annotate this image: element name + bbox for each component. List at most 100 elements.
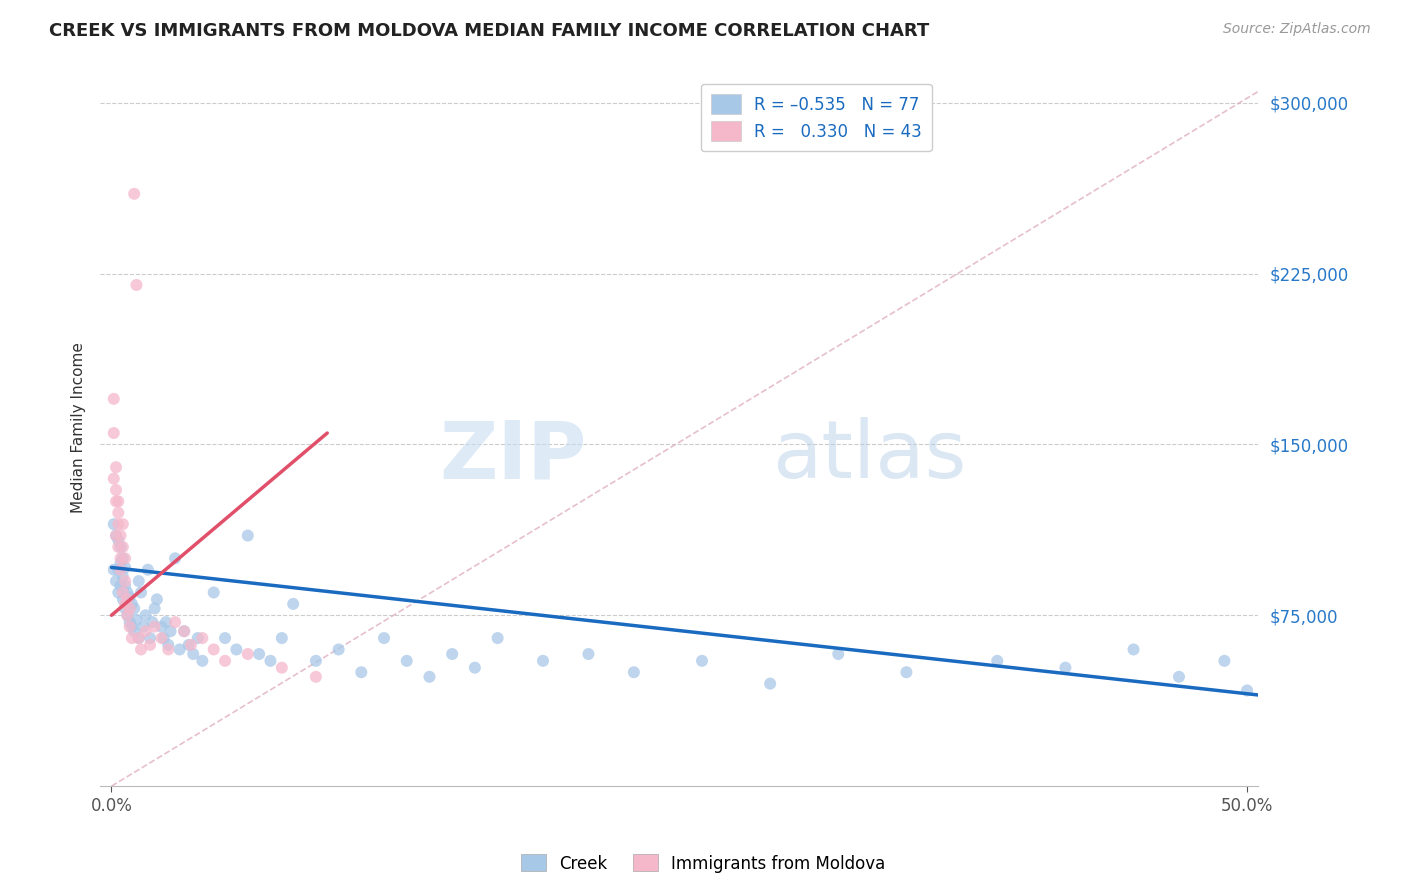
Point — [103, 425, 125, 440]
Point — [225, 642, 247, 657]
Point — [690, 654, 713, 668]
Point — [214, 631, 236, 645]
Point — [283, 597, 305, 611]
Text: atlas: atlas — [772, 417, 966, 495]
Point — [986, 654, 1008, 668]
Point — [107, 563, 129, 577]
Point — [159, 624, 181, 639]
Y-axis label: Median Family Income: Median Family Income — [72, 342, 86, 513]
Point — [1236, 683, 1258, 698]
Point — [135, 608, 157, 623]
Point — [1213, 654, 1236, 668]
Point — [305, 670, 328, 684]
Point — [157, 642, 180, 657]
Point — [125, 277, 148, 292]
Point — [117, 608, 139, 623]
Point — [202, 585, 225, 599]
Point — [118, 601, 141, 615]
Point — [121, 597, 143, 611]
Point — [173, 624, 195, 639]
Point — [173, 624, 195, 639]
Point — [122, 624, 145, 639]
Point — [236, 647, 259, 661]
Point — [105, 528, 128, 542]
Point — [139, 631, 162, 645]
Point — [759, 676, 782, 690]
Point — [305, 654, 328, 668]
Point — [157, 638, 180, 652]
Point — [418, 670, 440, 684]
Point — [152, 631, 174, 645]
Point — [128, 631, 150, 645]
Point — [105, 483, 128, 497]
Point — [350, 665, 373, 680]
Point — [110, 563, 132, 577]
Point — [827, 647, 849, 661]
Text: Source: ZipAtlas.com: Source: ZipAtlas.com — [1223, 22, 1371, 37]
Point — [105, 528, 128, 542]
Point — [139, 638, 162, 652]
Point — [105, 574, 128, 588]
Point — [110, 556, 132, 570]
Point — [236, 528, 259, 542]
Point — [107, 506, 129, 520]
Point — [1122, 642, 1144, 657]
Point — [181, 647, 204, 661]
Point — [373, 631, 395, 645]
Point — [111, 569, 134, 583]
Point — [143, 601, 166, 615]
Point — [111, 585, 134, 599]
Point — [114, 579, 136, 593]
Point — [105, 494, 128, 508]
Point — [143, 620, 166, 634]
Point — [150, 631, 173, 645]
Point — [103, 472, 125, 486]
Point — [107, 517, 129, 532]
Point — [146, 592, 169, 607]
Point — [129, 642, 152, 657]
Point — [111, 551, 134, 566]
Point — [125, 613, 148, 627]
Point — [191, 631, 214, 645]
Point — [531, 654, 554, 668]
Point — [128, 631, 150, 645]
Point — [395, 654, 418, 668]
Point — [177, 638, 200, 652]
Point — [202, 642, 225, 657]
Point — [114, 551, 136, 566]
Point — [169, 642, 191, 657]
Point — [191, 654, 214, 668]
Point — [114, 574, 136, 588]
Point — [1054, 661, 1077, 675]
Point — [270, 631, 292, 645]
Point — [135, 624, 157, 639]
Point — [155, 615, 177, 629]
Point — [141, 615, 163, 629]
Point — [110, 579, 132, 593]
Legend: R = –0.535   N = 77, R =   0.330   N = 43: R = –0.535 N = 77, R = 0.330 N = 43 — [700, 84, 932, 152]
Point — [107, 585, 129, 599]
Point — [117, 608, 139, 623]
Point — [110, 528, 132, 542]
Point — [441, 647, 464, 661]
Point — [623, 665, 645, 680]
Point — [1168, 670, 1191, 684]
Point — [578, 647, 600, 661]
Point — [121, 631, 143, 645]
Point — [117, 585, 139, 599]
Point — [114, 597, 136, 611]
Text: ZIP: ZIP — [440, 417, 586, 495]
Point — [121, 620, 143, 634]
Point — [328, 642, 350, 657]
Point — [107, 494, 129, 508]
Point — [114, 560, 136, 574]
Point — [118, 620, 141, 634]
Point — [118, 615, 141, 629]
Point — [150, 620, 173, 634]
Point — [105, 460, 128, 475]
Point — [247, 647, 270, 661]
Point — [259, 654, 281, 668]
Point — [110, 551, 132, 566]
Point — [122, 601, 145, 615]
Point — [122, 186, 145, 201]
